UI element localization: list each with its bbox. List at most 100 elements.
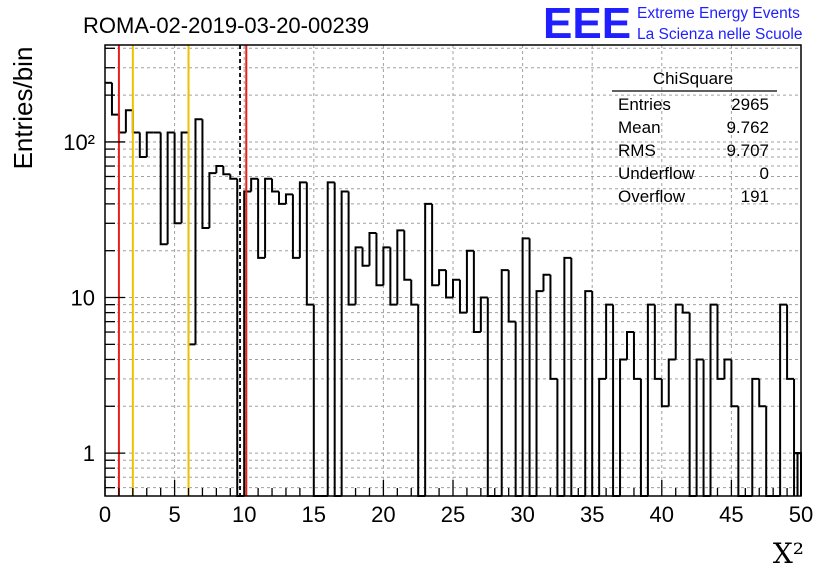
histogram-bin — [646, 303, 655, 496]
histogram-bin — [507, 270, 516, 323]
histogram-bin — [424, 202, 433, 496]
histogram-bin — [737, 406, 746, 497]
y-axis-title: Entries/bin — [8, 47, 38, 170]
histogram-bin — [375, 232, 384, 287]
histogram-bin — [159, 132, 168, 246]
histogram-bin — [222, 166, 231, 176]
histogram-bin — [458, 279, 467, 314]
reference-lines — [117, 45, 248, 496]
histogram-bin — [751, 377, 760, 496]
histogram-bin — [452, 278, 460, 298]
histogram-bin — [500, 269, 509, 496]
histogram-bin — [521, 237, 530, 496]
histogram-bin — [250, 177, 259, 192]
histogram-bin — [660, 378, 669, 408]
stats-row-value: 9.707 — [726, 141, 769, 160]
histogram-bin — [257, 178, 266, 259]
chart-title: ROMA-02-2019-03-20-00239 — [83, 13, 369, 38]
x-tick-label: 35 — [580, 502, 604, 527]
histogram-bin — [556, 378, 565, 497]
histogram-bin — [298, 181, 307, 258]
histogram-bin — [626, 331, 634, 360]
histogram-bin — [243, 190, 252, 496]
histogram-bin — [779, 303, 788, 496]
x-axis-title: X² — [773, 537, 804, 570]
stats-row-label: RMS — [618, 141, 656, 160]
stats-box-name: ChiSquare — [653, 69, 733, 88]
stats-row-label: Overflow — [618, 187, 686, 206]
histogram-bin — [605, 303, 614, 379]
histogram-bin — [472, 250, 481, 334]
histogram-bin — [333, 182, 342, 497]
stats-row-value: 0 — [760, 164, 769, 183]
histogram-bin — [528, 238, 537, 497]
y-tick-label: 1 — [83, 441, 95, 466]
histogram-bin — [340, 190, 349, 496]
histogram-bin — [389, 247, 398, 306]
stats-row-value: 9.762 — [726, 118, 769, 137]
histogram-bin — [305, 182, 314, 306]
histogram-bin — [173, 132, 182, 225]
x-tick-label: 10 — [232, 502, 256, 527]
histogram-bin — [465, 249, 474, 313]
histogram-bin — [124, 109, 133, 133]
eee-logo: EEE Extreme Energy Events La Scienza nel… — [543, 0, 802, 48]
histogram-bin — [368, 231, 377, 266]
stats-rows: Entries 2965 Mean 9.762 RMS 9.707 Underflow 0 Ov… — [618, 95, 769, 206]
histogram-bin — [264, 177, 273, 258]
x-tick-label: 15 — [302, 502, 326, 527]
y-tick-labels: 1 10 10² — [63, 130, 95, 466]
histogram-bin — [765, 406, 774, 497]
histogram-bin — [117, 114, 126, 134]
histogram-bin — [674, 303, 683, 360]
histogram-bin — [793, 378, 801, 455]
histogram-bin — [535, 290, 544, 496]
histogram-bin — [236, 178, 245, 497]
histogram-bin — [598, 377, 607, 496]
histogram-bin — [479, 296, 488, 333]
histogram-bin — [702, 359, 711, 497]
histogram-bin — [215, 165, 224, 174]
logo-line-1: Extreme Energy Events — [637, 5, 800, 22]
x-tick-labels: 0 5 10 15 20 25 30 35 40 45 50 — [99, 502, 813, 527]
histogram-bin — [514, 321, 523, 497]
histogram-bin — [653, 304, 662, 380]
histogram-bin — [131, 110, 140, 134]
stats-row-value: 2965 — [731, 95, 769, 114]
histogram-bin — [542, 273, 551, 292]
y-tick-label: 10 — [71, 286, 95, 311]
histogram-bin — [632, 332, 641, 380]
histogram-bin — [354, 246, 363, 305]
x-tick-label: 50 — [789, 502, 813, 527]
stats-row-label: Entries — [618, 95, 671, 114]
histogram-bin — [619, 358, 627, 496]
stats-row-value: 191 — [741, 187, 769, 206]
histogram — [105, 81, 802, 497]
histogram-bin — [709, 303, 718, 496]
stats-box: ChiSquare Entries 2965 Mean 9.762 RMS 9.707 Un… — [612, 69, 777, 206]
stats-row-label: Mean — [618, 118, 661, 137]
histogram-bin — [403, 230, 412, 281]
histogram-bin — [138, 132, 147, 159]
histogram-bin — [438, 269, 447, 286]
histogram-bin — [695, 358, 704, 496]
logo-mark: EEE — [543, 0, 631, 48]
histogram-bin — [201, 119, 210, 229]
histogram-bin — [612, 304, 621, 497]
histogram-bin — [145, 131, 154, 158]
x-tick-label: 20 — [371, 502, 395, 527]
histogram-bin — [180, 131, 189, 224]
histogram-bin — [584, 290, 593, 496]
stats-row-label: Underflow — [618, 164, 695, 183]
histogram-bin — [284, 193, 293, 204]
histogram-bin — [347, 191, 356, 306]
histogram-bin — [194, 118, 203, 345]
histogram-bin — [326, 181, 335, 496]
x-tick-label: 0 — [99, 502, 111, 527]
histogram-bin — [549, 274, 558, 380]
histogram-bin — [786, 304, 795, 380]
histogram-bin — [758, 378, 767, 408]
histogram-bin — [667, 358, 676, 407]
histogram-bin — [208, 172, 217, 228]
